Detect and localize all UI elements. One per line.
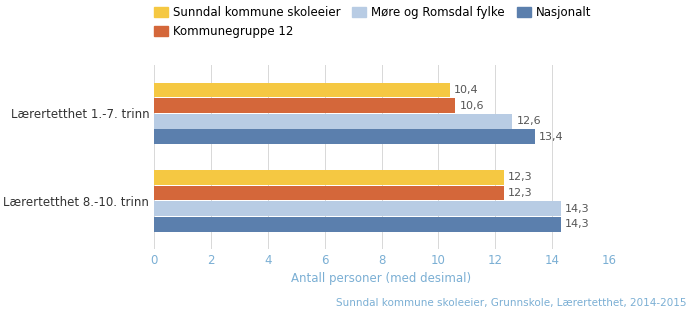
Bar xyxy=(154,98,456,113)
Text: 10,4: 10,4 xyxy=(454,85,479,95)
Text: 13,4: 13,4 xyxy=(539,132,564,142)
Bar xyxy=(154,170,504,185)
Text: Sunndal kommune skoleeier, Grunnskole, Lærertetthet, 2014-2015: Sunndal kommune skoleeier, Grunnskole, L… xyxy=(335,298,686,308)
Bar xyxy=(154,82,449,97)
Text: 10,6: 10,6 xyxy=(460,100,484,111)
Text: 14,3: 14,3 xyxy=(565,219,589,229)
Text: 12,3: 12,3 xyxy=(508,172,533,182)
Text: 12,6: 12,6 xyxy=(517,116,541,126)
Bar xyxy=(154,186,504,200)
Legend: Sunndal kommune skoleeier, Kommunegruppe 12, Møre og Romsdal fylke, Nasjonalt: Sunndal kommune skoleeier, Kommunegruppe… xyxy=(149,2,596,43)
Bar xyxy=(154,114,512,128)
Text: 12,3: 12,3 xyxy=(508,188,533,198)
Text: 14,3: 14,3 xyxy=(565,203,589,214)
Bar xyxy=(154,217,561,232)
X-axis label: Antall personer (med desimal): Antall personer (med desimal) xyxy=(291,272,472,285)
Bar xyxy=(154,129,535,144)
Bar xyxy=(154,201,561,216)
